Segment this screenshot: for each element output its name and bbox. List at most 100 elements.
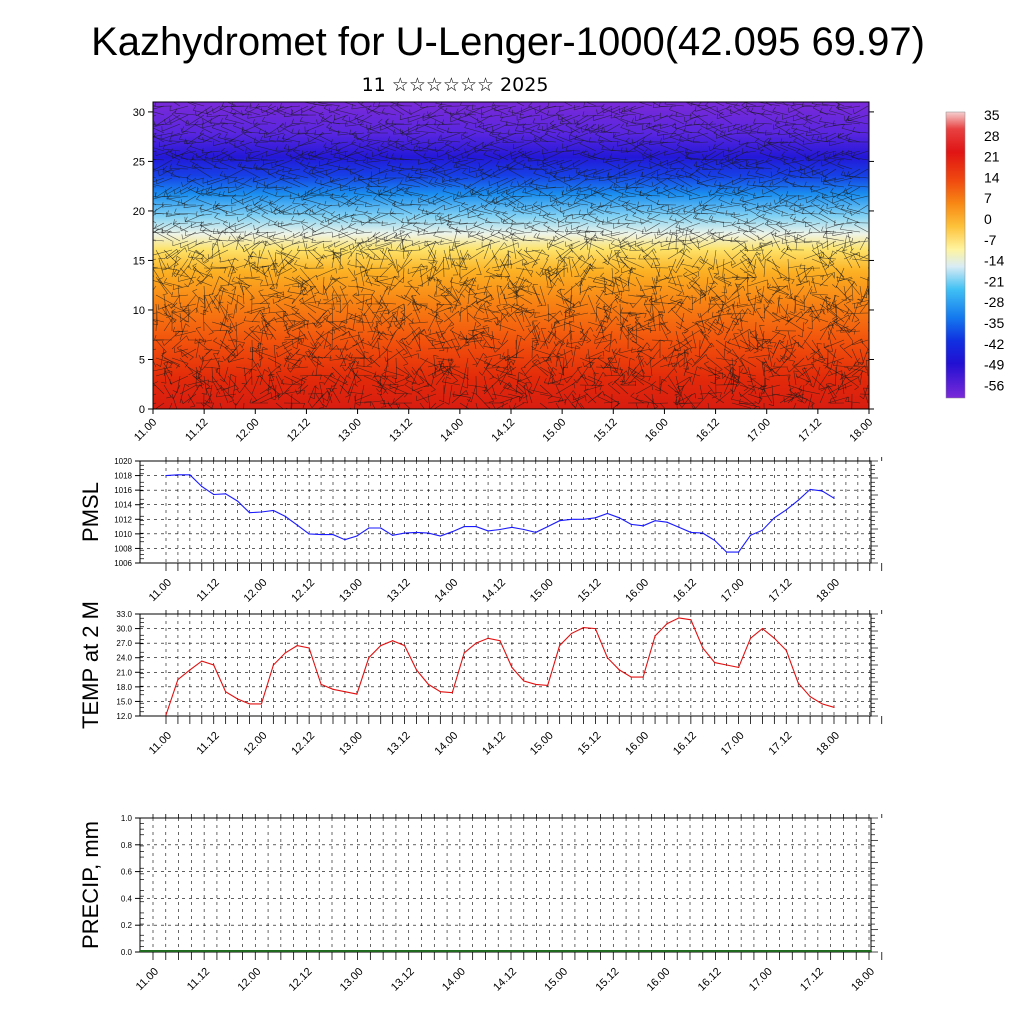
wind-barb (248, 150, 269, 160)
wind-barb (543, 224, 557, 233)
wind-barb (553, 176, 573, 188)
wind-barb-flag (380, 141, 384, 147)
wind-barb-flag (399, 230, 405, 232)
wind-barb-flag (399, 179, 403, 185)
wind-barb-flag (244, 106, 249, 111)
wind-barb (261, 320, 269, 341)
wind-barb-flag (303, 389, 305, 396)
wind-barb-flag (230, 104, 235, 109)
wind-barb-flag (446, 127, 450, 133)
wind-barb (291, 276, 306, 289)
wind-barb (275, 312, 289, 325)
wind-barb-flag (394, 276, 400, 278)
wind-barb (472, 209, 493, 215)
wind-barb (243, 240, 261, 253)
wind-barb (305, 134, 325, 143)
wind-barb-flag (166, 263, 170, 269)
wind-barb-flag (476, 324, 482, 328)
wind-barb (186, 148, 205, 161)
wind-barb (444, 112, 461, 116)
wind-barb-flag (548, 239, 553, 244)
wind-barb-flag (547, 102, 550, 108)
wind-barb-flag (473, 313, 478, 318)
wind-barb (423, 156, 445, 161)
wind-barb-flag (467, 208, 469, 214)
wind-barb-flag (291, 118, 294, 124)
wind-barb-flag (293, 176, 298, 181)
wind-barb-flag (457, 333, 461, 339)
wind-barb-flag (387, 401, 390, 407)
wind-barb-flag (376, 388, 380, 393)
wind-barb-flag (437, 333, 441, 338)
wind-barb-flag (199, 129, 204, 134)
wind-barb (259, 292, 278, 305)
wind-barb (505, 123, 525, 127)
wind-barb-flag (478, 371, 483, 376)
wind-barb (507, 132, 525, 135)
wind-barb (387, 384, 408, 394)
wind-barb (290, 393, 293, 409)
wind-barb (432, 303, 445, 314)
wind-barb (531, 339, 546, 343)
wind-barb (427, 249, 436, 263)
wind-barb-flag (202, 122, 204, 128)
wind-barb (490, 234, 509, 242)
wind-barb (540, 167, 557, 179)
wind-barb (268, 168, 285, 176)
wind-barb-flag (476, 230, 481, 235)
wind-barb-flag (434, 291, 436, 297)
wind-barb-flag (388, 194, 392, 200)
wind-barb-flag (522, 262, 528, 265)
wind-barb-flag (254, 201, 259, 206)
wind-barb (220, 175, 237, 179)
wind-barb (345, 150, 365, 157)
wind-barb-flag (524, 180, 526, 186)
wind-barb (525, 382, 533, 404)
wind-barb (546, 186, 565, 189)
wind-barb (306, 240, 325, 249)
wind-barb-flag (486, 363, 489, 369)
wind-barb (271, 159, 293, 169)
wind-barb-flag (335, 354, 340, 359)
wind-barb-flag (210, 273, 213, 279)
wind-barb (408, 123, 429, 133)
wind-barb-flag (253, 239, 255, 245)
wind-barb (411, 296, 421, 314)
wind-barb (534, 312, 557, 318)
wind-barb-flag (488, 400, 494, 403)
wind-barb (311, 393, 325, 408)
wind-barb-flag (384, 356, 387, 362)
wind-barb (481, 240, 501, 248)
wind-barb-flag (511, 219, 514, 225)
wind-barb-flag (548, 276, 551, 282)
wind-barb-flag (353, 188, 357, 194)
wind-barb-flag (381, 108, 385, 113)
wind-barb-flag (167, 194, 171, 199)
wind-barb (498, 366, 517, 380)
wind-barb (236, 177, 253, 189)
wind-barb-flag (281, 266, 286, 271)
wind-barb (451, 293, 462, 314)
wind-barb (243, 320, 261, 323)
wind-barb-flag (710, 96, 713, 100)
wind-barb (267, 374, 271, 395)
wind-barb-flag (242, 246, 245, 252)
wind-barb-flag (381, 371, 386, 375)
wind-barb (188, 256, 205, 260)
wind-barb (283, 322, 305, 332)
wind-barb-flag (426, 144, 430, 149)
wind-barb (555, 383, 575, 395)
wind-barb-flag (370, 171, 373, 177)
wind-barb (238, 237, 253, 242)
wind-barb-flag (532, 137, 538, 142)
wind-barb (411, 366, 425, 383)
wind-barb-flag (437, 303, 443, 306)
wind-barb-flag (218, 301, 224, 304)
wind-barb-flag (196, 195, 200, 200)
wind-barb (307, 330, 317, 349)
wind-barb-flag (342, 332, 347, 337)
wind-barb (389, 102, 405, 107)
wind-barb (255, 145, 277, 152)
wind-barb (307, 385, 316, 404)
wind-barb-flag (365, 271, 369, 276)
